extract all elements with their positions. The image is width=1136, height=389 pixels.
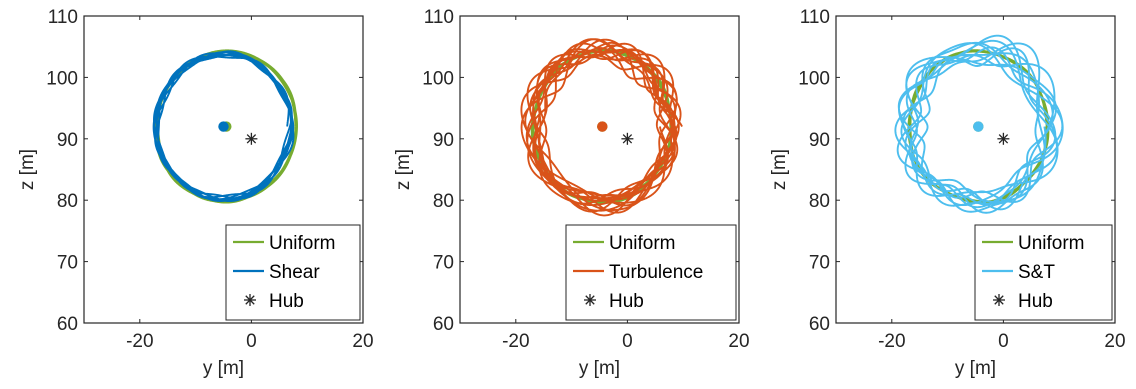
axes-box	[83, 15, 364, 324]
legend-label: Shear	[269, 262, 320, 283]
hub-marker	[621, 132, 634, 145]
series-line-turbulence	[520, 38, 683, 217]
x-tick-label: 20	[728, 331, 749, 352]
x-tick-label: 20	[1104, 331, 1125, 352]
x-tick-label: 0	[622, 331, 633, 352]
legend-item-uniform: Uniform	[982, 233, 1085, 254]
legend-box	[974, 224, 1113, 321]
axes-box	[459, 15, 740, 324]
legend-label: Hub	[1018, 291, 1053, 312]
series-center-point-turbulence	[597, 121, 608, 132]
legend-hub-marker	[993, 294, 1005, 306]
legend-item-uniform: Uniform	[573, 233, 676, 254]
y-tick-label: 70	[809, 253, 830, 274]
y-axis-label: z [m]	[393, 149, 414, 190]
legend-item-hub: Hub	[584, 291, 644, 312]
legend-box	[565, 224, 737, 321]
legend-item-uniform: Uniform	[233, 233, 336, 254]
data-layer	[520, 38, 683, 217]
y-tick-label: 60	[433, 314, 454, 335]
legend-label: Uniform	[1018, 233, 1085, 254]
hub-marker	[997, 132, 1010, 145]
x-axis-label: y [m]	[203, 358, 244, 379]
y-tick-label: 60	[57, 314, 78, 335]
legend-item-s-and-t: S&T	[982, 262, 1055, 283]
series-center-point-shear	[218, 121, 229, 132]
y-tick-label: 70	[433, 253, 454, 274]
legend-item-hub: Hub	[244, 291, 304, 312]
legend-label: Uniform	[269, 233, 336, 254]
x-tick-label: -20	[502, 331, 529, 352]
chart-panel-uniform-st: -20 0 20 60 70 80 90 100 110 y [m] z [m] Uniform S&T…	[769, 7, 1126, 379]
legend-hub-marker	[584, 294, 596, 306]
x-axis-label: y [m]	[955, 358, 996, 379]
y-tick-label: 110	[48, 7, 78, 28]
axes-box	[835, 15, 1116, 324]
data-layer	[152, 49, 299, 204]
y-tick-label: 90	[57, 130, 78, 151]
legend-item-shear: Shear	[233, 262, 320, 283]
hub-marker	[245, 132, 258, 145]
y-tick-label: 100	[46, 68, 78, 89]
legend-label: Hub	[609, 291, 644, 312]
y-tick-label: 110	[424, 7, 454, 28]
x-tick-label: 0	[246, 331, 257, 352]
y-axis-label: z [m]	[769, 149, 790, 190]
series-line-shear	[152, 50, 295, 203]
legend-label: Turbulence	[609, 262, 703, 283]
x-tick-label: -20	[126, 331, 153, 352]
legend: Uniform Shear Hub	[225, 224, 361, 321]
series-center-point-s-and-t	[973, 121, 984, 132]
legend-label: Hub	[269, 291, 304, 312]
legend-item-turbulence: Turbulence	[573, 262, 703, 283]
legend-label: Uniform	[609, 233, 676, 254]
y-tick-label: 110	[800, 7, 830, 28]
series-line-uniform	[530, 48, 673, 204]
x-axis-label: y [m]	[579, 358, 620, 379]
series-line-s-and-t	[894, 34, 1064, 214]
y-tick-label: 100	[798, 68, 830, 89]
x-tick-label: 0	[998, 331, 1009, 352]
chart-panel-uniform-shear: -20 0 20 60 70 80 90 100 110 y [m] z [m] Uniform She…	[17, 7, 374, 379]
data-layer	[894, 34, 1064, 214]
legend-hub-marker	[244, 294, 256, 306]
legend-item-hub: Hub	[993, 291, 1053, 312]
y-tick-label: 70	[57, 253, 78, 274]
y-tick-label: 80	[433, 191, 454, 212]
chart-panel-uniform-turbulence: -20 0 20 60 70 80 90 100 110 y [m] z [m] Uniform Tur…	[393, 7, 750, 379]
y-tick-label: 80	[809, 191, 830, 212]
legend-label: S&T	[1018, 262, 1055, 283]
legend: Uniform Turbulence Hub	[565, 224, 737, 321]
y-tick-label: 90	[809, 130, 830, 151]
legend-box	[225, 224, 361, 321]
y-tick-label: 80	[57, 191, 78, 212]
x-tick-label: 20	[352, 331, 373, 352]
y-tick-label: 60	[809, 314, 830, 335]
y-tick-label: 100	[422, 68, 454, 89]
y-axis-label: z [m]	[17, 149, 38, 190]
legend: Uniform S&T Hub	[974, 224, 1113, 321]
x-tick-label: -20	[878, 331, 905, 352]
y-tick-label: 90	[433, 130, 454, 151]
